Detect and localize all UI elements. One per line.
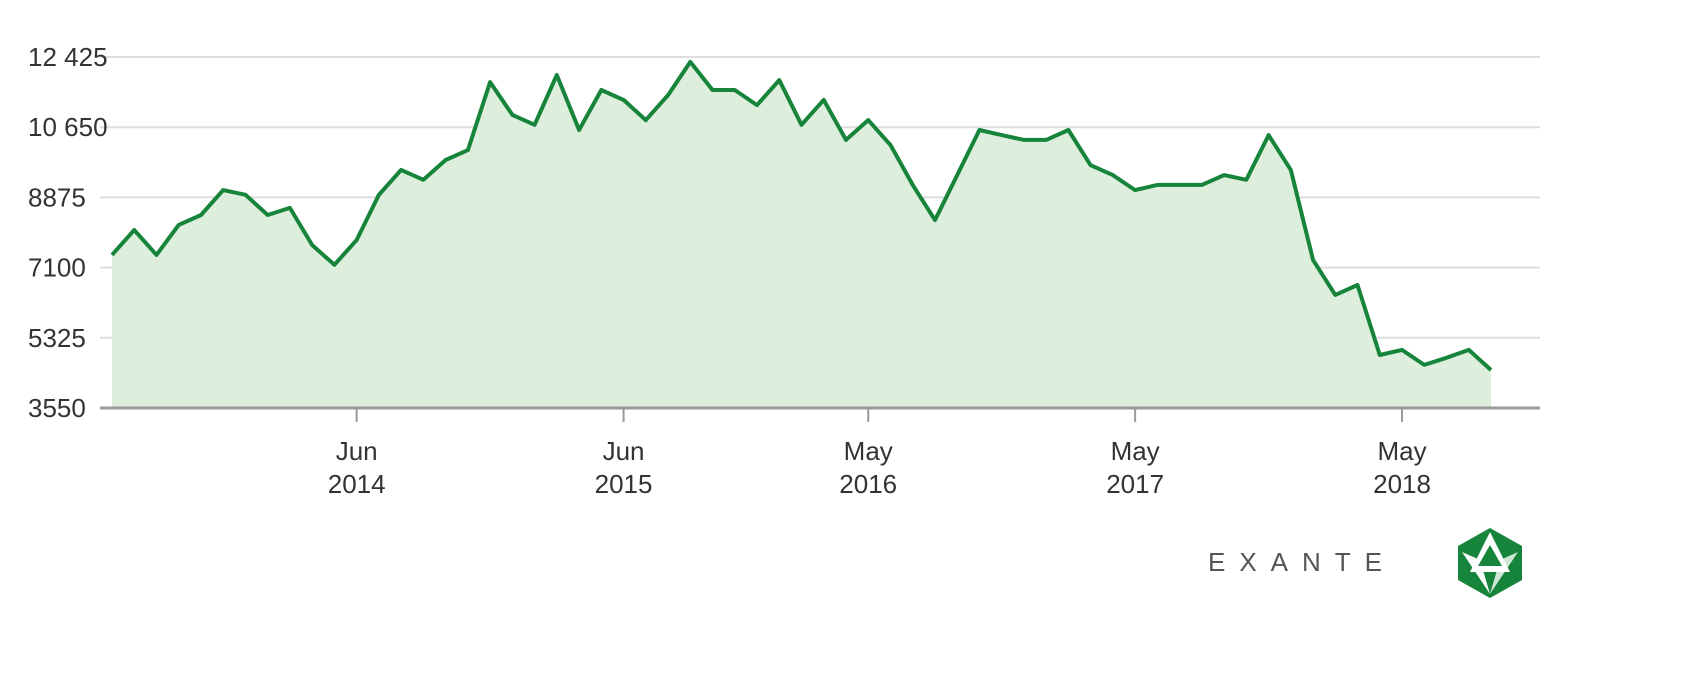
line bbox=[110, 59, 1493, 372]
x-tick-label-line: May bbox=[1111, 436, 1160, 466]
x-tick-label-line: May bbox=[1377, 436, 1426, 466]
x-tick-label: Jun 2015 bbox=[595, 436, 653, 499]
x-tick-label-line: 2015 bbox=[595, 469, 653, 499]
x-tick-label-line: 2014 bbox=[328, 469, 386, 499]
x-tick-label-line: Jun bbox=[336, 436, 378, 466]
x-tick-label-line: Jun bbox=[603, 436, 645, 466]
y-tick-label: 10 650 bbox=[28, 112, 108, 142]
x-tick-label-line: 2016 bbox=[839, 469, 897, 499]
x-tick-label-line: May bbox=[844, 436, 893, 466]
y-tick-label: 7100 bbox=[28, 253, 86, 283]
x-tick-label: May 2018 bbox=[1373, 436, 1431, 499]
y-tick-label: 8875 bbox=[28, 182, 86, 212]
y-tick-label: 3550 bbox=[28, 393, 86, 423]
area bbox=[112, 61, 1491, 409]
y-tick-label: 5325 bbox=[28, 323, 86, 353]
logo-icon bbox=[1458, 528, 1522, 598]
x-tick-label: May 2017 bbox=[1106, 436, 1164, 499]
x-tick-label: Jun 2014 bbox=[328, 436, 386, 499]
x-tick-label: May 2016 bbox=[839, 436, 897, 499]
y-tick-label: 12 425 bbox=[28, 42, 108, 72]
x-tick-label-line: 2018 bbox=[1373, 469, 1431, 499]
x-tick-label-line: 2017 bbox=[1106, 469, 1164, 499]
logo-text: EXANTE bbox=[1208, 547, 1396, 577]
